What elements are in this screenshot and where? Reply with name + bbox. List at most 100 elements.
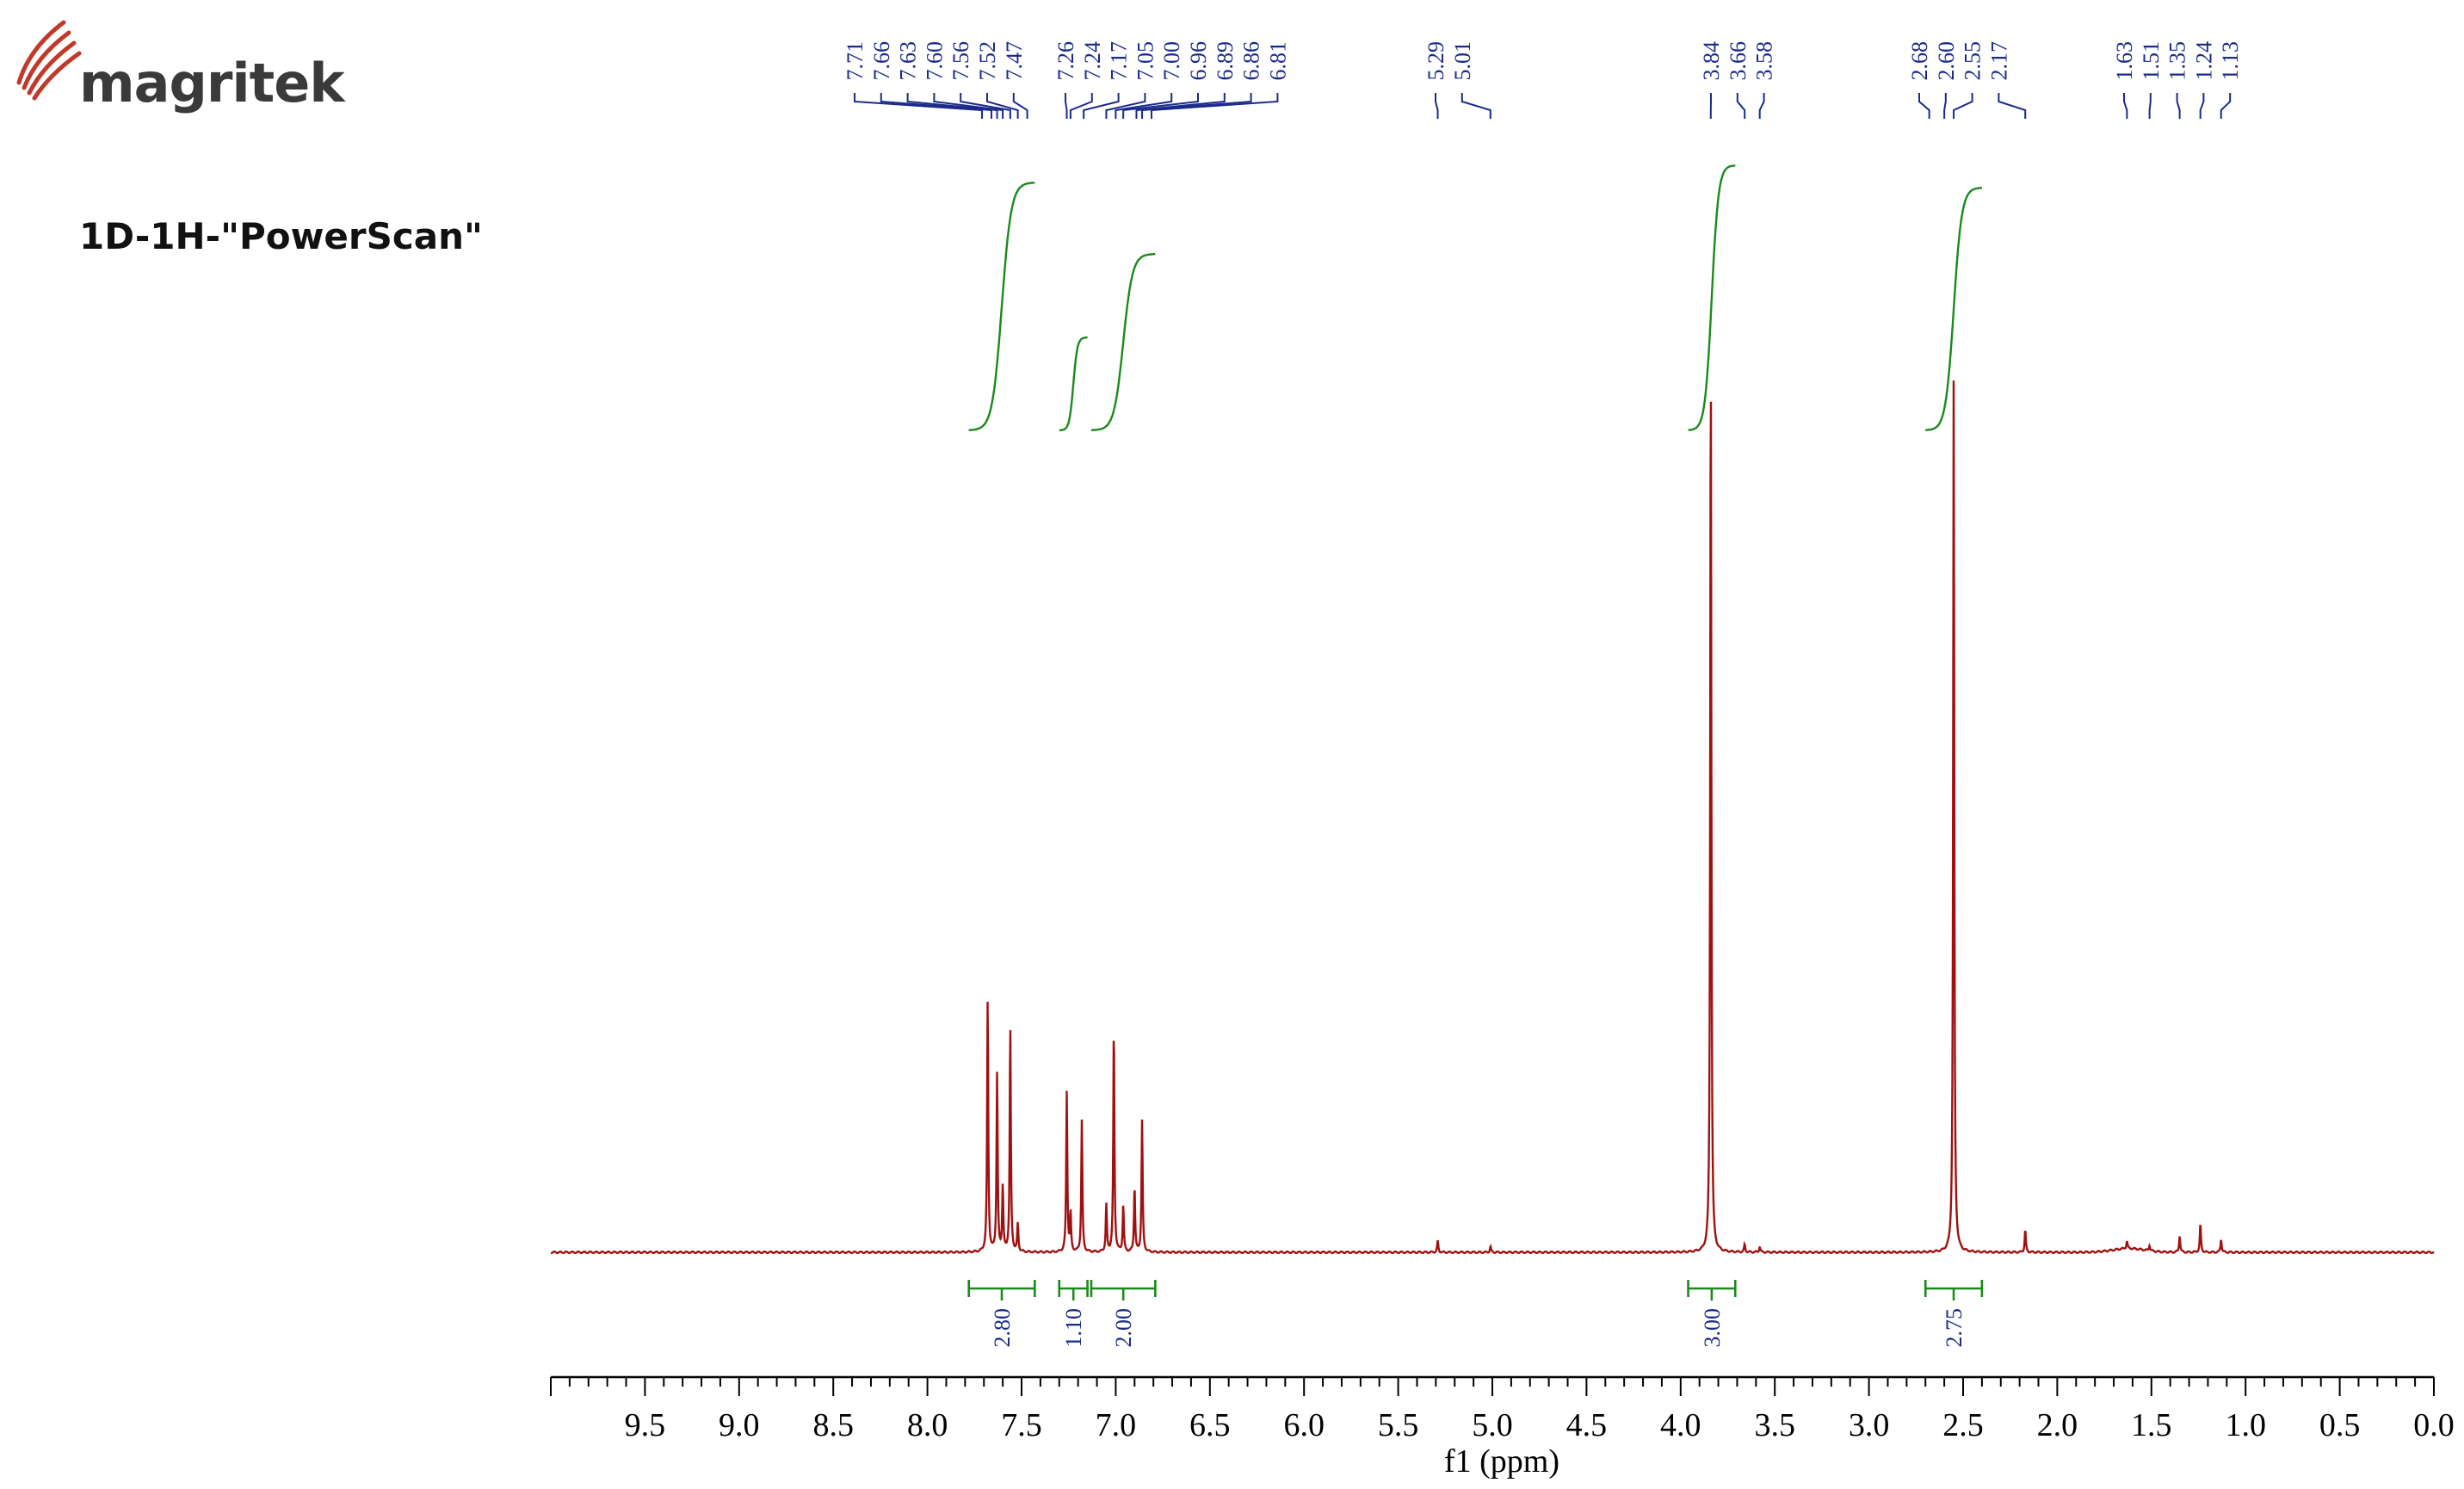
integral-value: 1.10 [1061,1308,1086,1348]
peak-label: 3.58 [1752,41,1777,81]
integral-value: 2.75 [1942,1308,1967,1348]
peak-leader-line [1141,93,1252,119]
x-tick-label: 0.0 [2413,1407,2455,1443]
magritek-logo [16,20,82,101]
peak-label: 7.17 [1107,41,1132,81]
peak-leader-line [1069,93,1093,119]
peak-label: 7.56 [948,41,973,81]
peak-label: 5.29 [1423,41,1448,81]
peak-leader-line [1953,93,1973,119]
peak-label: 2.55 [1961,41,1985,81]
peak-label: 1.24 [2191,41,2216,81]
x-tick-label: 9.0 [719,1407,760,1443]
integral-curve-4 [1925,187,1982,431]
x-tick-label: 9.5 [625,1407,666,1443]
peak-label: 6.81 [1265,41,1290,81]
x-tick-label: 4.0 [1660,1407,1701,1443]
peak-label: 7.47 [1002,41,1027,81]
peak-label: 6.86 [1239,41,1264,81]
peak-label: 7.52 [975,41,1000,81]
x-tick-label: 5.0 [1472,1407,1513,1443]
x-tick-label: 2.5 [1942,1407,1984,1443]
x-tick-label: 7.0 [1096,1407,1137,1443]
x-tick-label: 2.0 [2037,1407,2078,1443]
x-tick-label: 3.0 [1849,1407,1890,1443]
x-tick-label: 8.5 [812,1407,854,1443]
peak-label: 7.60 [922,41,947,81]
peak-leader-line [906,93,998,119]
peak-label: 3.84 [1699,41,1724,81]
x-axis-label: f1 (ppm) [1444,1443,1559,1480]
peak-label: 2.60 [1934,41,1959,81]
peak-label: 6.96 [1186,41,1211,81]
peak-leader-line [1998,93,2027,119]
integral-value: 2.80 [990,1308,1015,1348]
peak-label: 6.89 [1213,41,1238,81]
integral-curve-2 [1091,253,1156,431]
peak-label: 7.05 [1133,41,1158,81]
x-tick-label: 0.5 [2319,1407,2361,1443]
peak-label: 5.01 [1450,41,1475,81]
peak-label: 7.26 [1053,41,1078,81]
peak-label: 1.13 [2218,41,2243,81]
spectrum-line [550,380,2435,1255]
peak-leader-line [1460,93,1491,119]
peak-leader-line [2199,93,2205,119]
peak-label: 7.66 [869,41,894,81]
peak-label: 3.66 [1726,41,1751,81]
peak-leader-line [933,93,1004,119]
x-tick-label: 8.0 [907,1407,948,1443]
x-tick-label: 5.5 [1378,1407,1419,1443]
peak-leader-line [1943,93,1947,119]
peak-label: 2.17 [1986,41,2011,81]
peak-leader-line [960,93,1011,119]
peak-leader-line [1065,93,1068,119]
x-tick-label: 1.5 [2131,1407,2172,1443]
integral-value: 3.00 [1700,1308,1725,1348]
peak-label: 1.51 [2139,41,2164,81]
x-axis: 9.5 9.0 8.5 8.0 7.5 7.0 6.5 6.0 5.5 5.0 4.5 4.0 3.5 3… [550,1375,2455,1443]
peak-leader-line [1115,93,1173,119]
integral-regions: 2.80 1.10 2.00 3.00 2.75 [967,1280,1984,1348]
peak-leader-line [1736,93,1746,119]
x-tick-label: 6.0 [1283,1407,1325,1443]
peak-label: 2.68 [1907,41,1932,81]
peak-leader-line [2148,93,2152,119]
integral-curves [968,164,1982,432]
x-tick-label: 6.5 [1189,1407,1231,1443]
peak-leader-line [2176,93,2181,119]
experiment-title: 1D-1H-"PowerScan" [79,215,483,257]
peak-leader-line [2220,93,2232,119]
peak-label: 7.24 [1080,41,1105,81]
peak-leader-line [854,93,984,119]
integral-value: 2.00 [1111,1308,1136,1348]
peak-leader-line [1012,93,1028,119]
logo-arcs-icon [16,20,82,101]
peak-leader-line [986,93,1019,119]
brand-name: magritek [79,52,345,114]
peak-leader-line [1918,93,1930,119]
peak-label: 1.35 [2165,41,2190,81]
peak-label: 7.00 [1159,41,1184,81]
peak-leader-line [1122,93,1199,119]
peak-leader-line [1083,93,1120,119]
peak-leader-line [1150,93,1279,119]
x-tick-label: 3.5 [1754,1407,1795,1443]
spectrum-trace [550,380,2435,1255]
peak-label: 7.71 [843,41,868,81]
x-tick-label: 7.5 [1001,1407,1042,1443]
peak-labels: 7.71 7.66 7.63 7.60 7.56 7.52 7.47 7.26 7.24 7.17… [843,41,2243,119]
integral-curve-0 [968,182,1035,431]
peak-leader-line [1135,93,1226,119]
peak-leader-line [1435,93,1439,119]
peak-label: 7.63 [896,41,921,81]
x-tick-label: 1.0 [2225,1407,2266,1443]
peak-label: 1.63 [2112,41,2137,81]
x-tick-label: 4.5 [1566,1407,1608,1443]
peak-leader-line [880,93,992,119]
integral-curve-1 [1059,336,1088,432]
peak-leader-line [1758,93,1765,119]
peak-leader-line [2123,93,2128,119]
